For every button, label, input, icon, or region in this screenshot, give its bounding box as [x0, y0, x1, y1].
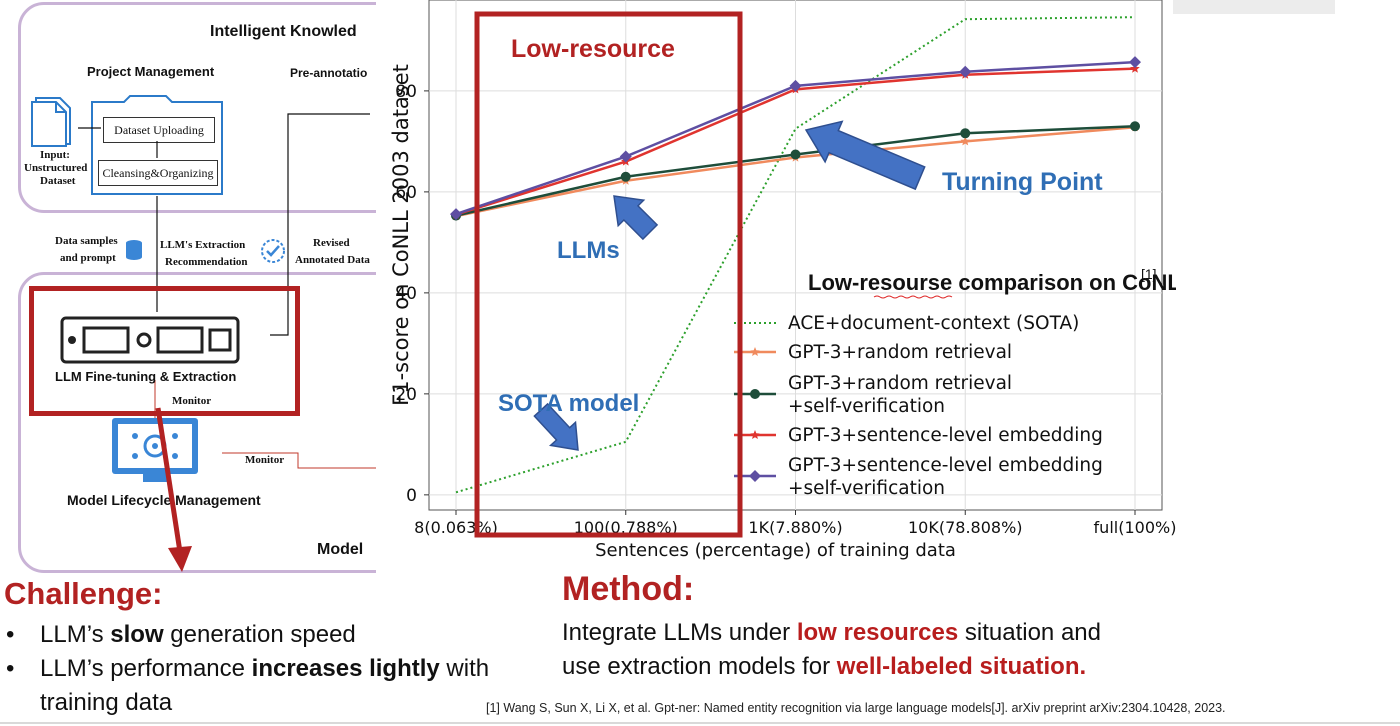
legend-label: +self-verification — [788, 396, 945, 417]
bottom-divider — [0, 722, 1400, 724]
challenge-item-1: LLM’s slow generation speed — [4, 618, 564, 652]
x-tick-label: 10K(78.808%) — [908, 518, 1023, 537]
data-point — [1130, 121, 1140, 132]
challenge-list: LLM’s slow generation speed LLM’s perfor… — [4, 618, 564, 720]
data-point — [1130, 63, 1140, 73]
model-lifecycle-label: Model Lifecycle Management — [67, 492, 261, 508]
method-line-2: use extraction models for well-labeled s… — [562, 653, 1087, 680]
data-point — [960, 128, 971, 139]
y-tick-label: 0 — [406, 486, 417, 506]
data-samples-2: and prompt — [60, 252, 116, 264]
x-axis-label: Sentences (percentage) of training data — [595, 540, 956, 561]
y-tick-label: 20 — [395, 385, 417, 405]
low-resource-label: Low-resource — [511, 35, 675, 63]
project-management-label: Project Management — [87, 64, 215, 79]
x-tick-label: 1K(7.880%) — [748, 518, 842, 537]
model-partial-label: Model — [317, 541, 364, 558]
diagram-title: Intelligent Knowled — [210, 23, 357, 40]
legend-label: GPT-3+sentence-level embedding — [788, 425, 1103, 446]
y-tick-label: 40 — [395, 284, 417, 304]
revised-2: Annotated Data — [295, 254, 370, 266]
legend-marker — [750, 430, 760, 439]
legend-marker — [750, 347, 760, 356]
x-tick-label: 100(0.788%) — [574, 518, 678, 537]
llm-finetune-label: LLM Fine-tuning & Extraction — [55, 369, 237, 384]
data-point — [790, 149, 801, 160]
input-label-1: Input: — [40, 149, 70, 161]
monitor-label-2: Monitor — [245, 454, 285, 466]
low-resource-box — [474, 11, 743, 538]
llms-arrow — [613, 195, 659, 241]
data-point — [959, 65, 972, 78]
y-axis-label: F1-score on CoNLL 2003 dataset — [389, 64, 413, 406]
legend-marker — [749, 470, 761, 482]
comparison-title: Low-resourse comparison on CoNLL 2003 — [808, 270, 1176, 295]
legend-label: ACE+document-context (SOTA) — [788, 313, 1079, 334]
server-icon — [60, 316, 240, 364]
turning-point-label: Turning Point — [942, 168, 1103, 196]
challenge-item-2: LLM’s performance increases lightly with… — [4, 652, 564, 720]
input-label-2: Unstructured — [24, 162, 88, 174]
monitor-label-1: Monitor — [172, 395, 212, 407]
sota-model-label: SOTA model — [498, 390, 639, 417]
legend-marker — [750, 389, 760, 399]
highlight-box-llm — [29, 286, 300, 416]
challenge-arrow — [155, 407, 192, 572]
check-badge-icon — [261, 239, 285, 263]
sota-arrow — [533, 402, 579, 451]
turning-point-arrow — [804, 120, 926, 191]
legend-label: GPT-3+random retrieval — [788, 342, 1012, 363]
spell-underline — [873, 295, 953, 299]
challenge-title: Challenge: — [4, 576, 163, 611]
data-point — [619, 150, 632, 163]
model-panel — [18, 272, 376, 573]
data-samples-1: Data samples — [55, 235, 118, 247]
comparison-ref: [1] — [1141, 266, 1157, 282]
legend-label: GPT-3+sentence-level embedding — [788, 455, 1103, 476]
legend-label: +self-verification — [788, 478, 945, 499]
placeholder-panel — [1173, 0, 1335, 14]
llm-extraction-2: Recommendation — [165, 256, 248, 268]
revised-1: Revised — [313, 237, 350, 249]
llm-extraction-1: LLM's Extraction — [160, 239, 246, 251]
llms-label: LLMs — [557, 237, 620, 264]
dataset-uploading-box: Dataset Uploading — [103, 117, 215, 143]
data-point — [620, 171, 631, 182]
y-tick-label: 80 — [395, 82, 417, 102]
legend-label: GPT-3+random retrieval — [788, 373, 1012, 394]
monitor-network-icon — [112, 418, 198, 482]
knowledge-panel — [18, 2, 376, 213]
document-icon — [31, 97, 71, 147]
data-point — [789, 79, 802, 92]
citation: [1] Wang S, Sun X, Li X, et al. Gpt-ner:… — [486, 701, 1226, 715]
data-point — [1129, 56, 1141, 69]
method-line-1: Integrate LLMs under low resources situa… — [562, 619, 1101, 646]
x-tick-label: full(100%) — [1094, 518, 1176, 537]
database-icon — [126, 240, 142, 260]
method-title: Method: — [562, 570, 695, 608]
y-tick-label: 60 — [395, 183, 417, 203]
data-point — [450, 208, 462, 221]
input-label-3: Dataset — [40, 175, 76, 187]
cleansing-box: Cleansing&Organizing — [98, 160, 218, 186]
series-line-0 — [455, 16, 1136, 494]
system-diagram: Intelligent Knowled Project Management P… — [0, 0, 376, 575]
data-point — [960, 136, 970, 146]
pre-annotation-label: Pre-annotatio — [290, 66, 368, 80]
